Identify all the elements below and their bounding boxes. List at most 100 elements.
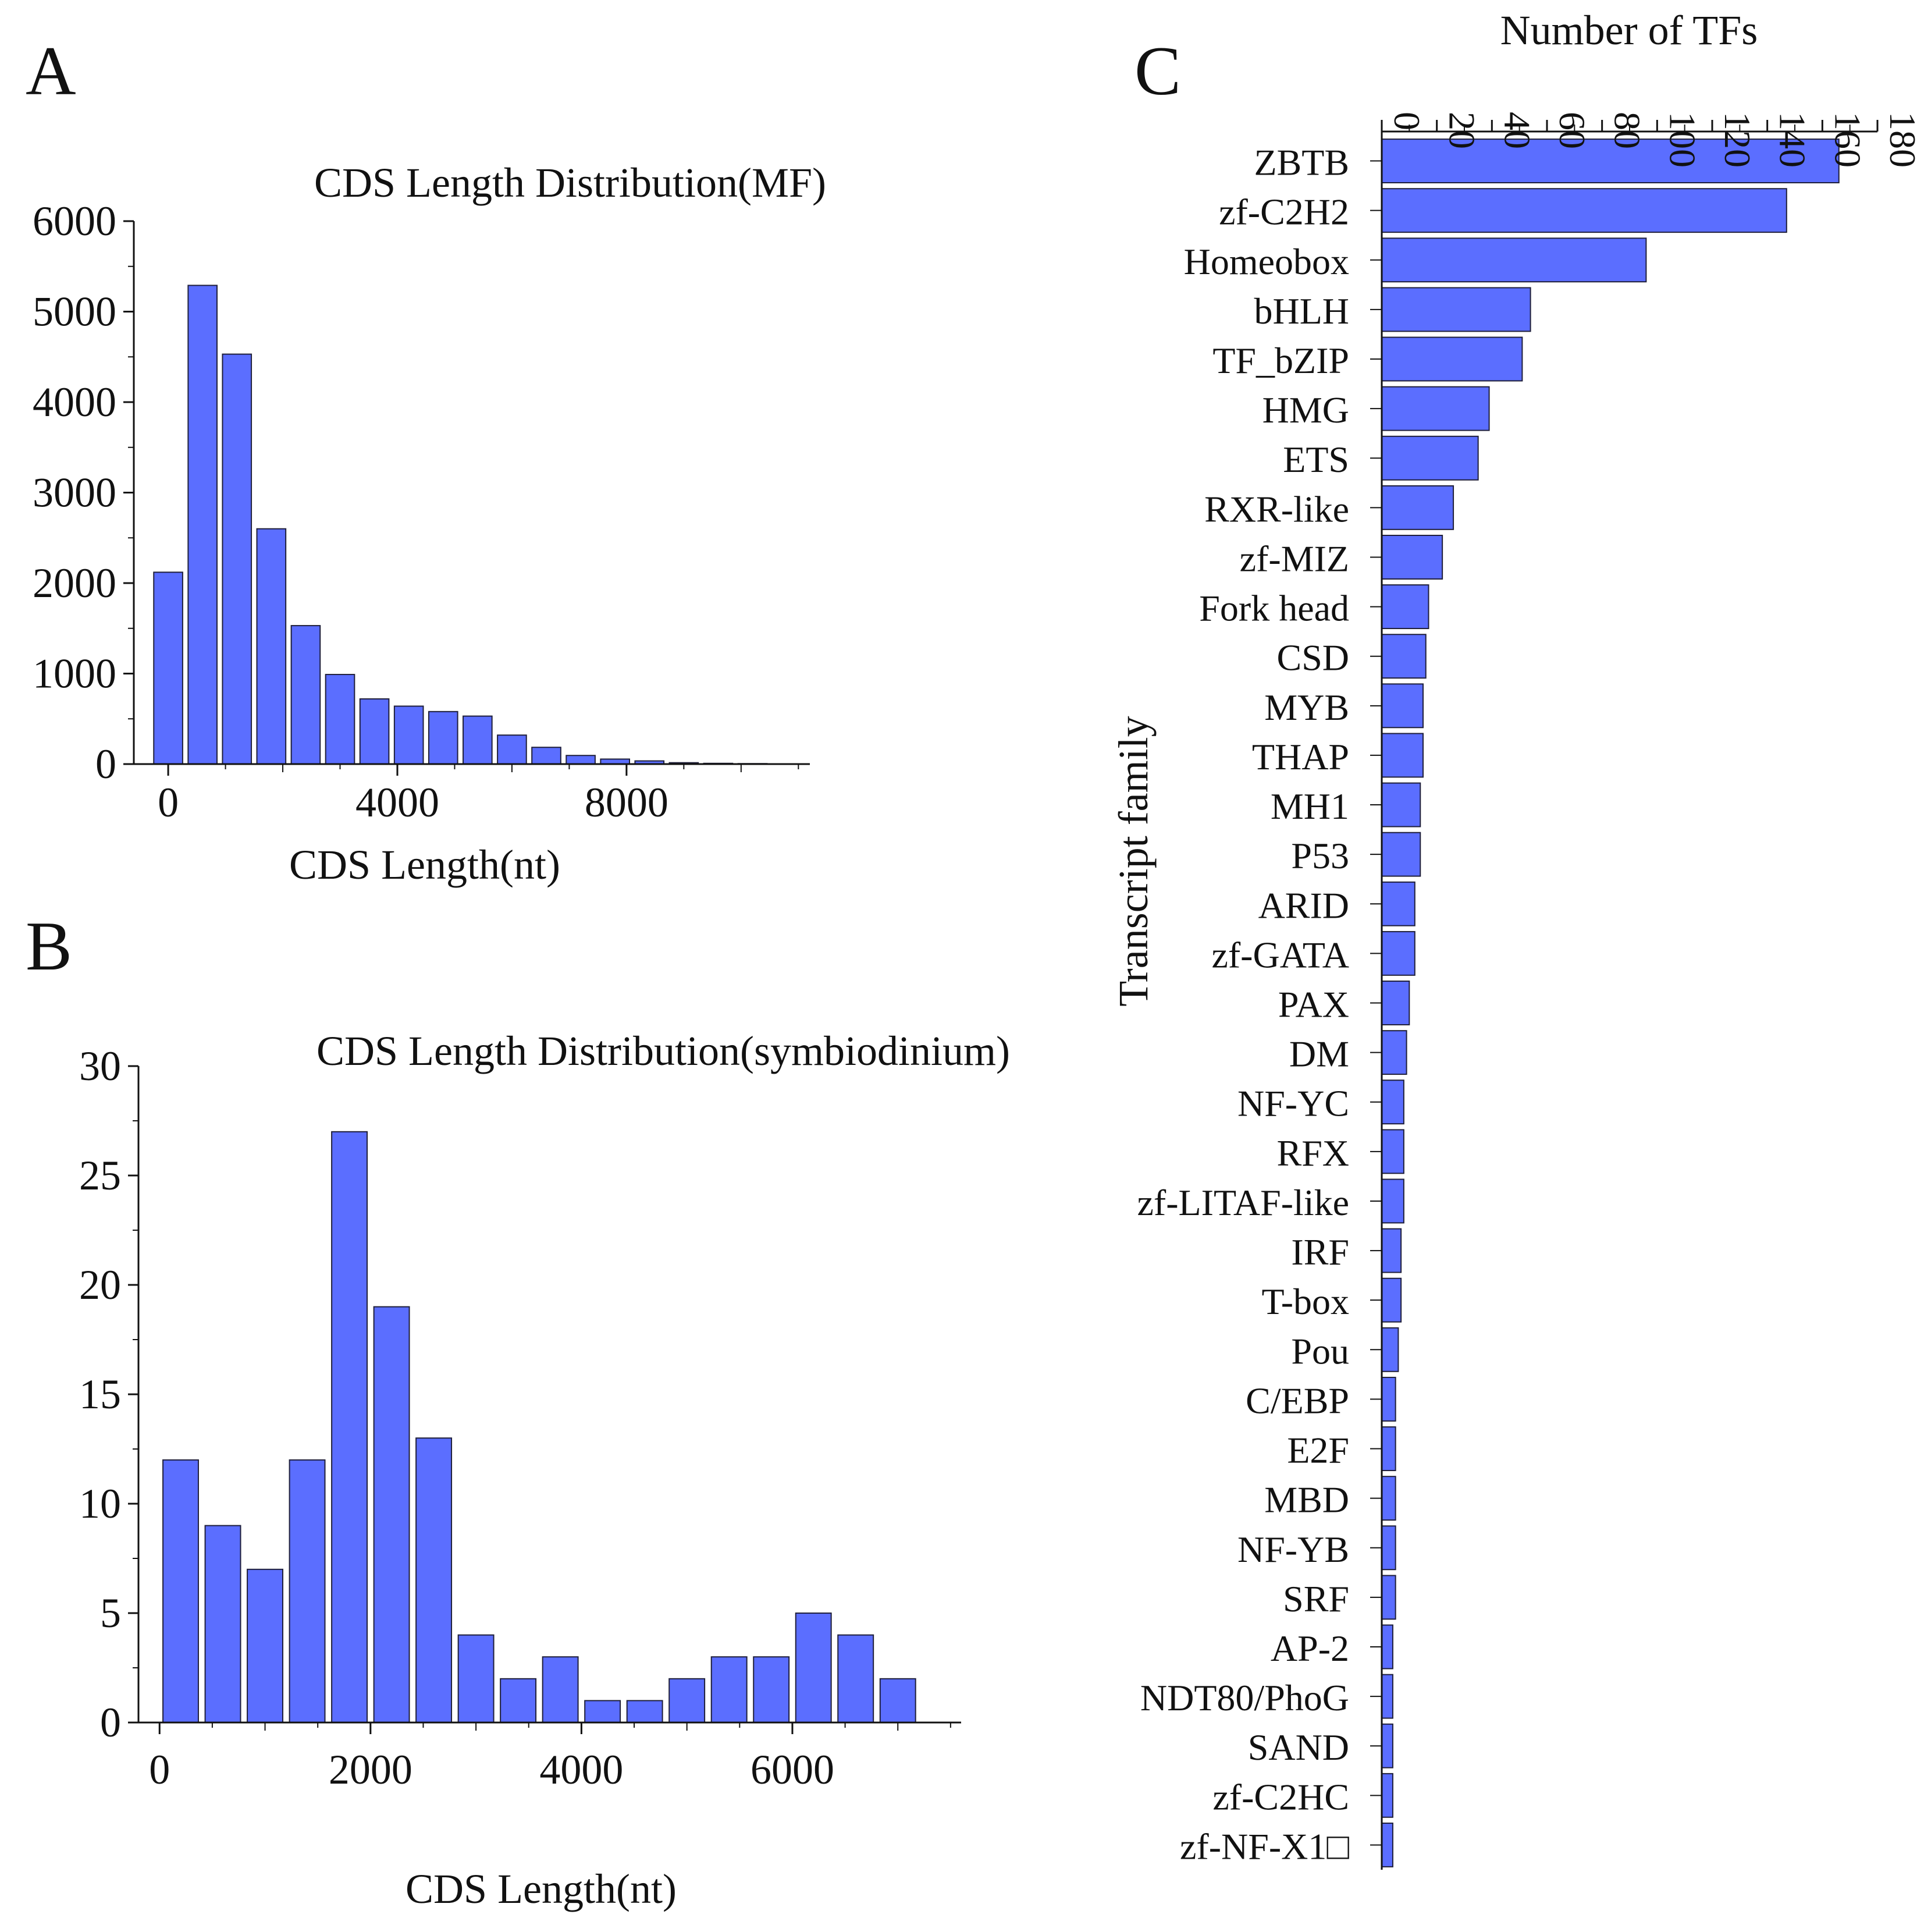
chart-a-bar: [222, 353, 252, 765]
chart-b-x-tick-label: 6000: [751, 1746, 834, 1793]
chart-c-bar: [1381, 782, 1421, 828]
chart-b-x-tick-label: 2000: [329, 1746, 412, 1793]
chart-a-bar: [531, 747, 561, 765]
chart-b-x-tick-label: 4000: [539, 1746, 623, 1793]
chart-a-y-tick-label: 3000: [33, 470, 116, 516]
chart-c-category-label: zf-MIZ: [1240, 538, 1349, 579]
chart-c-bar: [1381, 1030, 1407, 1075]
chart-c-category-label: Pou: [1291, 1330, 1349, 1372]
chart-a-bar: [325, 674, 355, 765]
chart-a-bar: [428, 711, 458, 765]
chart-c-x-tick-label: 120: [1717, 112, 1758, 168]
chart-c-bar: [1381, 1773, 1393, 1818]
chart-c-category-label: NF-YC: [1237, 1083, 1349, 1124]
chart-c-category-label: ZBTB: [1254, 142, 1349, 183]
chart-c-bar: [1381, 1277, 1402, 1323]
chart-c-category-label: MH1: [1271, 786, 1349, 827]
chart-c-category-label: zf-LITAF-like: [1137, 1182, 1350, 1223]
chart-c-bar: [1381, 535, 1443, 580]
chart-a-y-tick-label: 2000: [33, 560, 116, 606]
chart-b-bar: [837, 1634, 874, 1724]
panel-label-a: A: [26, 32, 76, 109]
chart-b-bar: [626, 1700, 663, 1723]
chart-c-category-label: MBD: [1264, 1479, 1349, 1521]
chart-c-category-label: zf-GATA: [1211, 934, 1349, 975]
chart-b-y-tick-label: 20: [79, 1262, 121, 1308]
chart-a-x-tick-label: 8000: [585, 779, 668, 826]
panel-label-b: B: [26, 907, 72, 985]
chart-c-category-label: PAX: [1278, 984, 1349, 1025]
chart-a-bar: [393, 705, 424, 765]
chart-b-x-tick-label: 0: [149, 1746, 170, 1793]
chart-c-bar: [1381, 634, 1427, 679]
chart-c-category-label: bHLH: [1254, 290, 1349, 332]
chart-b-bar: [162, 1459, 199, 1724]
chart-a-bar: [290, 625, 321, 765]
chart-a-bar: [463, 715, 493, 765]
chart-c-category-label: SRF: [1283, 1578, 1349, 1620]
chart-c-x-tick-label: 180: [1882, 112, 1917, 168]
chart-a-bar: [153, 571, 183, 765]
chart-c-category-label: TF_bZIP: [1212, 340, 1349, 381]
chart-b-xlabel: CDS Length(nt): [406, 1866, 677, 1912]
chart-b-bar: [668, 1678, 706, 1724]
chart-c-bar: [1381, 1822, 1393, 1867]
chart-c-x-tick-label: 40: [1496, 112, 1538, 149]
chart-c-category-label: SAND: [1248, 1727, 1349, 1768]
chart-c-category-label: zf-NF-X1□: [1180, 1826, 1349, 1867]
chart-b-bar: [289, 1459, 326, 1724]
chart-c-category-label: T-box: [1261, 1281, 1349, 1322]
chart-c-x-tick-label: 0: [1386, 112, 1428, 130]
chart-c-bar: [1381, 336, 1523, 382]
chart-c-x-tick-label: 60: [1552, 112, 1593, 149]
chart-c-bar: [1381, 435, 1479, 481]
chart-b-y-tick-label: 5: [100, 1590, 121, 1636]
chart-b-bar: [584, 1700, 621, 1723]
chart-c-ylabel: Transcript family: [1110, 716, 1157, 1006]
chart-c-bar: [1381, 683, 1424, 729]
chart-c-category-label: RFX: [1277, 1132, 1350, 1174]
chart-c-category-label: zf-C2H2: [1219, 191, 1349, 233]
chart-c-category-label: C/EBP: [1246, 1380, 1349, 1421]
chart-b-bar: [415, 1437, 453, 1723]
chart-c-bar: [1381, 485, 1454, 530]
chart-c-x-tick-label: 100: [1662, 112, 1703, 168]
chart-c-category-label: RXR-like: [1204, 488, 1349, 530]
chart-c-bar: [1381, 1575, 1396, 1620]
panel-label-c: C: [1134, 32, 1181, 109]
chart-c-bar: [1381, 1624, 1393, 1670]
chart-c-bar: [1381, 881, 1415, 926]
chart-b-bar: [753, 1656, 790, 1723]
histogram-mf: CDS Length Distribution(MF) CDS Length(n…: [33, 159, 826, 888]
chart-a-y-tick-label: 4000: [33, 379, 116, 425]
chart-c-category-label: AP-2: [1271, 1628, 1349, 1669]
chart-a-title: CDS Length Distribution(MF): [314, 159, 826, 206]
chart-b-bar: [247, 1568, 283, 1724]
chart-c-category-label: THAP: [1252, 736, 1349, 777]
chart-c-category-label: ETS: [1283, 439, 1349, 480]
chart-b-bar: [879, 1678, 916, 1724]
chart-b-bar: [500, 1678, 537, 1724]
chart-c-xlabel: Number of TFs: [1500, 7, 1758, 54]
chart-a-bar: [256, 528, 287, 765]
chart-c-bar: [1381, 1525, 1396, 1571]
chart-c-bar: [1381, 1079, 1404, 1125]
chart-c-category-label: P53: [1291, 835, 1349, 876]
chart-c-bar: [1381, 1723, 1393, 1768]
chart-c-bar: [1381, 287, 1531, 332]
chart-c-bar: [1381, 1129, 1404, 1174]
chart-a-y-tick-label: 0: [95, 741, 116, 787]
chart-c-category-label: IRF: [1291, 1231, 1349, 1273]
histogram-symbiodinium: CDS Length Distribution(symbiodinium) CD…: [79, 1028, 1010, 1912]
chart-c-bar: [1381, 1376, 1396, 1422]
chart-c-bar: [1381, 1476, 1396, 1521]
chart-a-xlabel: CDS Length(nt): [289, 841, 560, 888]
chart-c-bar: [1381, 1327, 1399, 1372]
chart-c-bar: [1381, 584, 1429, 630]
chart-a-x-tick-label: 4000: [355, 779, 439, 826]
chart-c-category-label: HMG: [1262, 389, 1349, 431]
chart-b-bar: [795, 1613, 832, 1723]
chart-b-bar: [542, 1656, 579, 1723]
tf-family-bar-chart: Number of TFs Transcript family ZBTB zf-C…: [1110, 7, 1917, 1870]
